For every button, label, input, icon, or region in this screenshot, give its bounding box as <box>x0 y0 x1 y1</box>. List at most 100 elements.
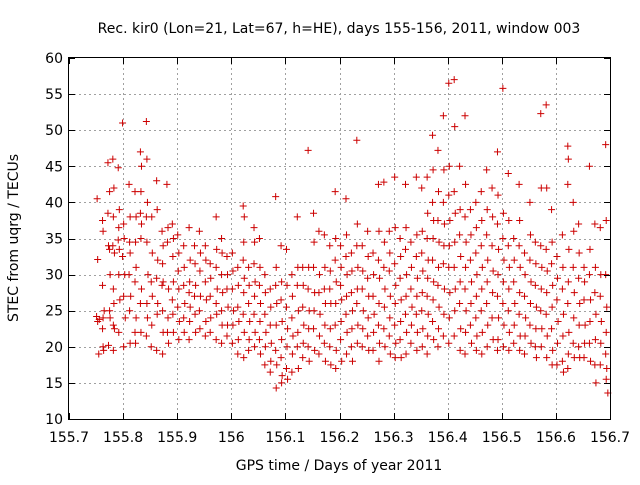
data-point <box>159 278 167 286</box>
data-point <box>240 274 248 282</box>
data-point <box>423 292 431 300</box>
data-point <box>164 224 172 232</box>
data-point <box>586 318 594 326</box>
x-tick-label: 156.3 <box>374 430 414 446</box>
data-point <box>153 310 161 318</box>
data-point <box>515 310 523 318</box>
data-point <box>418 289 426 297</box>
y-axis-label: STEC from uqrg / TECUs <box>6 154 22 322</box>
data-point <box>192 328 200 336</box>
data-point <box>451 307 459 315</box>
data-point <box>510 321 518 329</box>
data-point <box>402 180 410 188</box>
y-tick-label: 30 <box>45 268 63 284</box>
data-point <box>564 299 572 307</box>
data-point <box>549 346 557 354</box>
data-point <box>488 314 496 322</box>
data-point <box>288 292 296 300</box>
data-point <box>320 339 328 347</box>
grid <box>69 58 610 419</box>
data-point <box>370 310 378 318</box>
data-point <box>559 368 567 376</box>
data-point <box>516 346 524 354</box>
data-point <box>531 281 539 289</box>
data-point <box>185 336 193 344</box>
data-point <box>342 310 350 318</box>
data-point <box>159 350 167 358</box>
data-point <box>278 318 286 326</box>
data-point <box>581 321 589 329</box>
data-point <box>169 328 177 336</box>
data-point <box>407 285 415 293</box>
data-point <box>132 314 140 322</box>
data-point <box>266 368 274 376</box>
data-point <box>402 292 410 300</box>
data-point <box>429 131 437 139</box>
data-point <box>278 278 286 286</box>
data-point <box>163 238 171 246</box>
data-point <box>251 238 259 246</box>
data-point <box>462 328 470 336</box>
x-tick-label: 156 <box>218 430 245 446</box>
data-point <box>109 213 117 221</box>
data-point <box>240 289 248 297</box>
data-point <box>337 242 345 250</box>
data-point <box>213 285 221 293</box>
data-point <box>283 343 291 351</box>
data-point <box>180 242 188 250</box>
data-point <box>457 253 465 261</box>
data-point <box>114 236 122 244</box>
data-point <box>343 271 351 279</box>
data-point <box>511 299 519 307</box>
data-point <box>376 274 384 282</box>
data-point <box>570 314 578 322</box>
data-point <box>169 278 177 286</box>
data-point <box>185 224 193 232</box>
data-point <box>277 354 285 362</box>
data-point <box>396 274 404 282</box>
data-point <box>380 325 388 333</box>
data-point <box>423 235 431 242</box>
data-point <box>153 274 161 282</box>
data-point <box>429 296 437 304</box>
data-point <box>282 364 290 372</box>
data-point <box>261 310 269 318</box>
data-point <box>456 346 464 354</box>
data-point <box>315 289 323 297</box>
data-point <box>293 343 301 351</box>
data-point <box>348 325 356 333</box>
data-point <box>445 191 453 199</box>
data-point <box>127 292 135 300</box>
data-point <box>245 346 253 354</box>
data-point <box>585 271 593 279</box>
data-point <box>136 209 144 217</box>
data-point <box>369 346 377 354</box>
data-point <box>115 271 123 279</box>
data-point <box>266 285 274 293</box>
data-point <box>278 379 286 387</box>
data-point <box>234 281 242 289</box>
data-point <box>154 299 162 307</box>
data-point <box>403 328 411 336</box>
data-point <box>343 231 351 239</box>
data-point <box>137 188 145 196</box>
x-tick-label: 156.2 <box>319 430 359 446</box>
data-point <box>412 310 420 318</box>
data-point <box>596 292 604 300</box>
data-point <box>575 321 583 329</box>
data-point <box>245 263 253 271</box>
data-point <box>495 314 503 322</box>
data-point <box>402 350 410 358</box>
data-point <box>239 256 247 264</box>
data-point <box>505 346 513 354</box>
data-point <box>548 238 556 246</box>
data-points <box>93 76 612 397</box>
data-point <box>251 292 259 300</box>
data-point <box>311 346 319 354</box>
data-point <box>483 166 491 174</box>
data-point <box>564 350 572 358</box>
data-point <box>202 318 210 326</box>
data-point <box>272 193 280 201</box>
data-point <box>126 238 134 246</box>
data-point <box>413 274 421 282</box>
